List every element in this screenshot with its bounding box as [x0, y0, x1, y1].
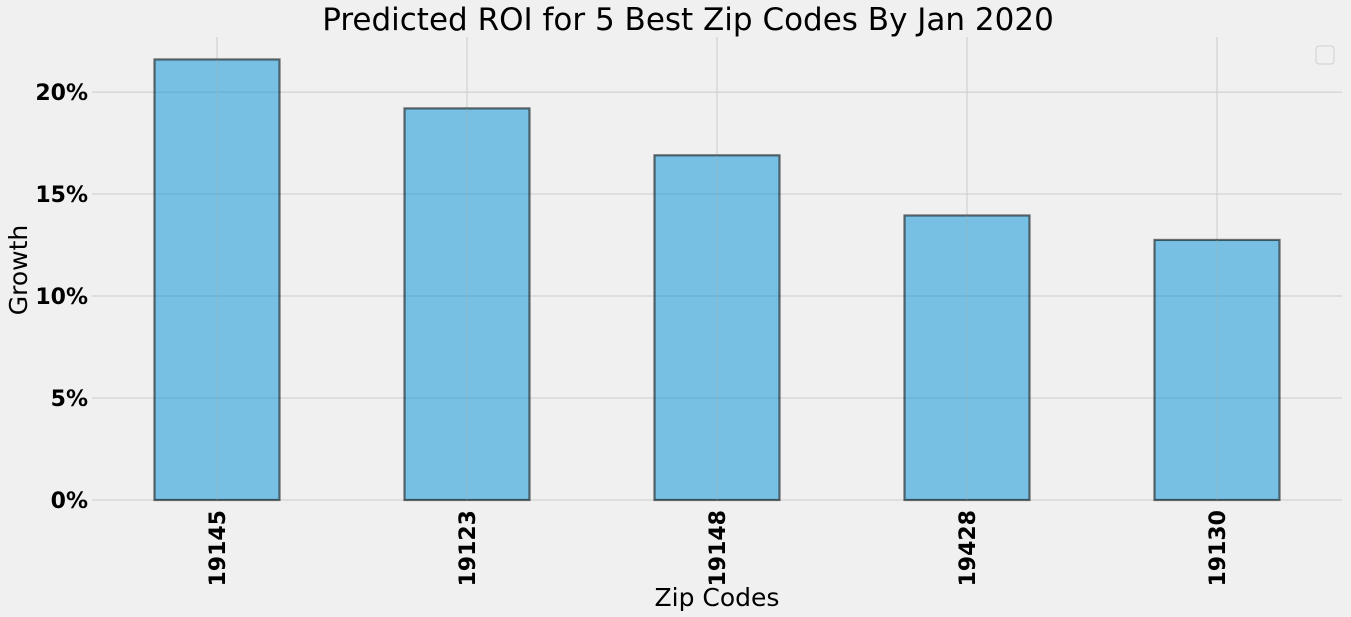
bar-19148 [653, 154, 781, 502]
x-tick-labels: 19145 19123 19148 19428 19130 [206, 510, 1231, 587]
chart-title: Predicted ROI for 5 Best Zip Codes By Ja… [322, 2, 1054, 38]
y-tick-labels: 0% 5% 10% 15% 20% [35, 81, 88, 514]
y-tick-label: 0% [51, 489, 88, 514]
x-tick-label: 19148 [706, 510, 731, 587]
bar-19428 [903, 214, 1031, 502]
y-tick-label: 5% [51, 387, 88, 412]
bar-19130 [1153, 238, 1281, 502]
x-tick-label: 19130 [1206, 510, 1231, 587]
bar-19145 [153, 58, 281, 502]
y-tick-label: 20% [35, 81, 88, 106]
x-tick-label: 19428 [956, 510, 981, 587]
y-tick-label: 10% [35, 285, 88, 310]
x-tick-label: 19145 [206, 510, 231, 587]
y-tick-label: 15% [35, 183, 88, 208]
legend-box [1315, 45, 1335, 65]
x-tick-label: 19123 [456, 510, 481, 587]
x-axis-label: Zip Codes [655, 583, 780, 612]
y-axis-label: Growth [4, 225, 33, 316]
bar-19123 [403, 107, 531, 502]
bars [153, 58, 1281, 502]
